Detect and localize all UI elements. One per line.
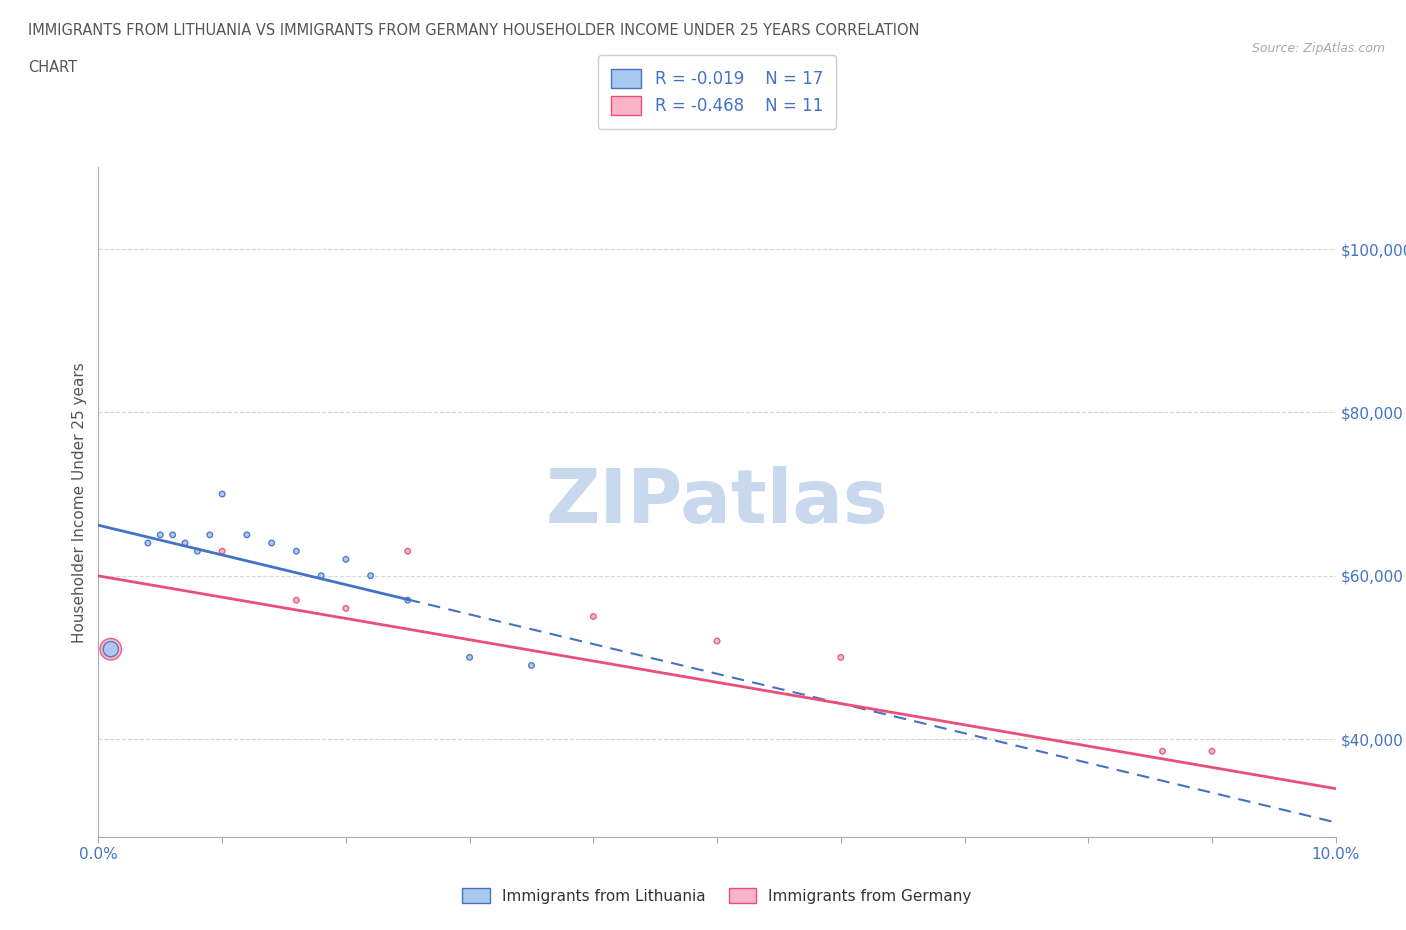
Point — [174, 536, 197, 551]
Point — [149, 527, 172, 542]
Point — [198, 527, 221, 542]
Point — [335, 601, 357, 616]
Legend: Immigrants from Lithuania, Immigrants from Germany: Immigrants from Lithuania, Immigrants fr… — [457, 882, 977, 910]
Y-axis label: Householder Income Under 25 years: Householder Income Under 25 years — [72, 362, 87, 643]
Point — [186, 544, 208, 559]
Point — [136, 536, 159, 551]
Point — [396, 592, 419, 607]
Point — [706, 633, 728, 648]
Text: CHART: CHART — [28, 60, 77, 75]
Point — [830, 650, 852, 665]
Point — [309, 568, 332, 583]
Point — [396, 544, 419, 559]
Point — [335, 551, 357, 566]
Point — [1152, 744, 1174, 759]
Point — [260, 536, 283, 551]
Point — [285, 592, 308, 607]
Point — [520, 658, 543, 673]
Point — [211, 544, 233, 559]
Point — [100, 642, 122, 657]
Text: IMMIGRANTS FROM LITHUANIA VS IMMIGRANTS FROM GERMANY HOUSEHOLDER INCOME UNDER 25: IMMIGRANTS FROM LITHUANIA VS IMMIGRANTS … — [28, 23, 920, 38]
Point — [458, 650, 481, 665]
Point — [582, 609, 605, 624]
Point — [236, 527, 259, 542]
Point — [706, 903, 728, 918]
Text: Source: ZipAtlas.com: Source: ZipAtlas.com — [1251, 42, 1385, 55]
Text: ZIPatlas: ZIPatlas — [546, 466, 889, 538]
Point — [211, 486, 233, 501]
Point — [1201, 744, 1223, 759]
Point — [162, 527, 184, 542]
Point — [360, 568, 382, 583]
Point — [285, 544, 308, 559]
Point — [100, 642, 122, 657]
